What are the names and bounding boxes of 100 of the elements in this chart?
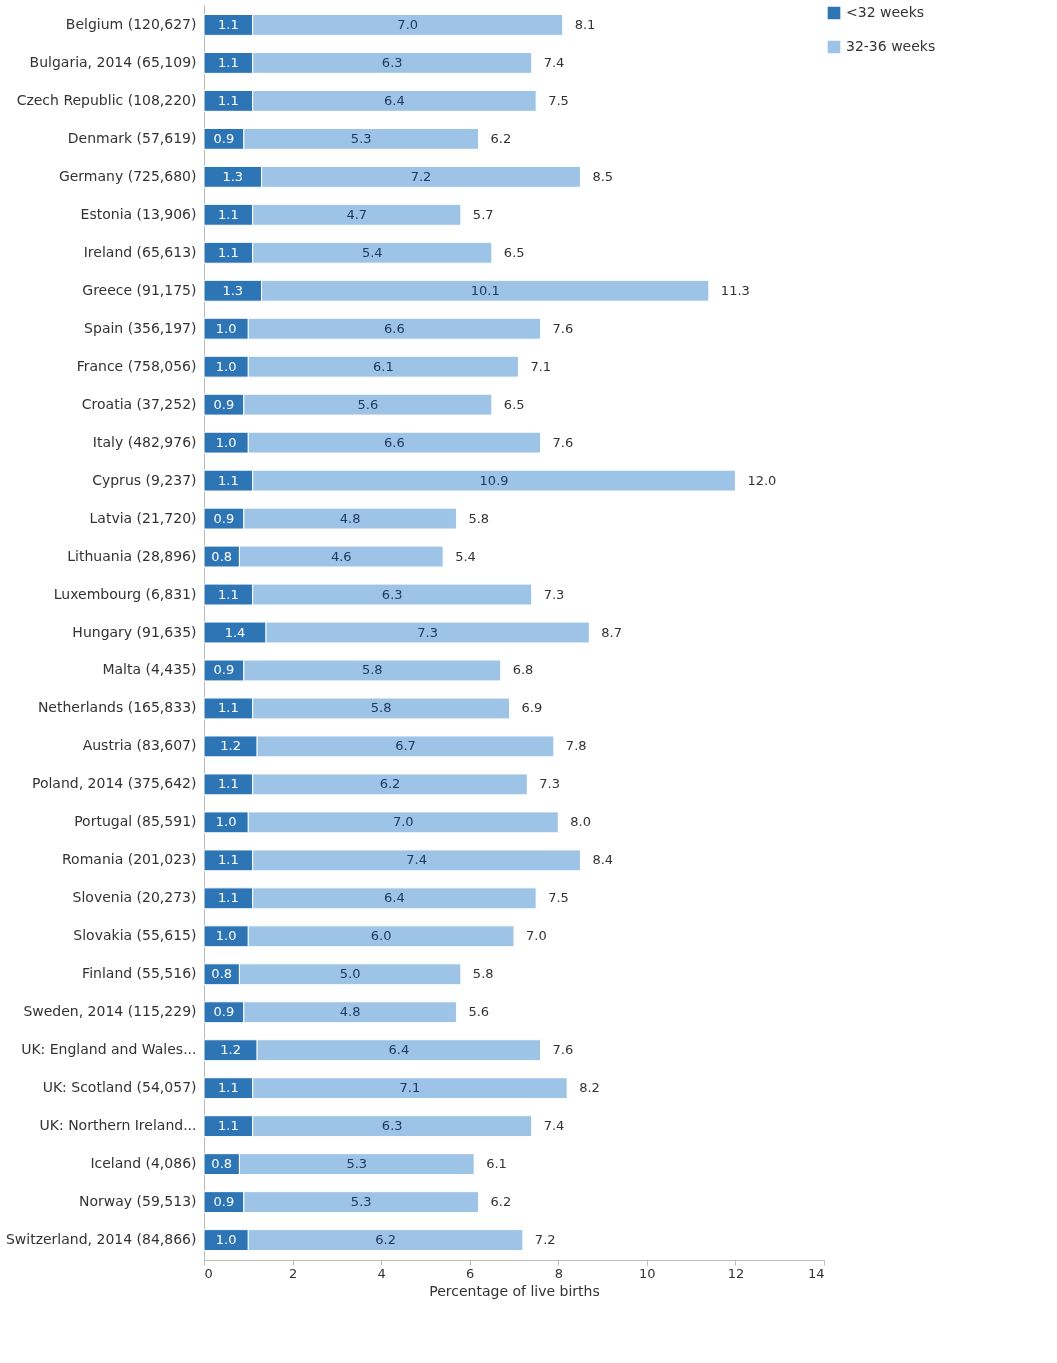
data-label: 1.0 bbox=[215, 320, 237, 336]
data-label: 4.8 bbox=[339, 510, 361, 526]
total-label: 7.3 bbox=[543, 586, 565, 602]
y-tick-label: Austria (83,607) bbox=[82, 737, 197, 754]
data-label: 6.4 bbox=[384, 92, 405, 108]
total-label: 6.8 bbox=[512, 662, 534, 678]
data-label: 7.0 bbox=[392, 814, 414, 830]
data-label: 6.1 bbox=[373, 358, 394, 374]
total-label: 7.5 bbox=[548, 92, 569, 108]
y-tick-label: Netherlands (165,833) bbox=[37, 699, 197, 716]
total-label: 7.2 bbox=[534, 1232, 556, 1248]
legend-label: 32-36 weeks bbox=[846, 38, 936, 54]
x-tick-label: 12 bbox=[727, 1265, 745, 1281]
total-label: 6.5 bbox=[503, 396, 525, 412]
data-label: 1.1 bbox=[218, 586, 239, 602]
y-tick-label: Switzerland, 2014 (84,866) bbox=[5, 1231, 197, 1248]
y-tick-label: Estonia (13,906) bbox=[80, 205, 197, 222]
y-tick-label: Italy (482,976) bbox=[92, 433, 197, 450]
data-label: 0.9 bbox=[213, 130, 235, 146]
data-label: 1.0 bbox=[215, 1232, 237, 1248]
data-label: 1.1 bbox=[218, 890, 239, 906]
y-tick-label: UK: Northern Ireland... bbox=[39, 1117, 197, 1134]
data-label: 1.1 bbox=[218, 1118, 239, 1134]
total-label: 7.3 bbox=[539, 776, 560, 792]
data-label: 1.2 bbox=[220, 1042, 241, 1058]
data-label: 5.8 bbox=[361, 662, 383, 678]
data-label: 5.0 bbox=[339, 966, 361, 982]
total-label: 5.8 bbox=[468, 510, 490, 526]
data-label: 7.2 bbox=[410, 168, 432, 184]
total-label: 8.4 bbox=[592, 852, 614, 868]
data-label: 4.7 bbox=[346, 206, 368, 222]
total-label: 7.5 bbox=[548, 890, 569, 906]
y-tick-label: Portugal (85,591) bbox=[74, 813, 197, 830]
data-label: 1.1 bbox=[218, 776, 239, 792]
y-tick-label: Latvia (21,720) bbox=[89, 509, 197, 526]
total-label: 8.7 bbox=[601, 624, 622, 640]
y-tick-label: UK: Scotland (54,057) bbox=[42, 1079, 197, 1096]
y-tick-label: Finland (55,516) bbox=[82, 965, 197, 982]
total-label: 7.6 bbox=[552, 434, 574, 450]
total-label: 5.4 bbox=[455, 548, 476, 564]
y-tick-label: Belgium (120,627) bbox=[65, 15, 197, 32]
data-label: 1.3 bbox=[222, 282, 244, 298]
data-label: 1.2 bbox=[220, 738, 241, 754]
total-label: 8.1 bbox=[574, 16, 596, 32]
total-label: 5.8 bbox=[472, 966, 494, 982]
data-label: 10.9 bbox=[479, 472, 509, 488]
x-tick-label: 2 bbox=[288, 1265, 298, 1281]
data-label: 5.3 bbox=[350, 1194, 372, 1210]
y-tick-label: Poland, 2014 (375,642) bbox=[31, 775, 197, 792]
y-tick-label: Greece (91,175) bbox=[82, 281, 197, 298]
x-tick-label: 0 bbox=[204, 1265, 213, 1281]
total-label: 12.0 bbox=[747, 472, 777, 488]
data-label: 5.4 bbox=[361, 244, 383, 260]
y-tick-label: Spain (356,197) bbox=[84, 319, 197, 336]
y-tick-label: Ireland (65,613) bbox=[83, 243, 197, 260]
y-tick-label: UK: England and Wales... bbox=[21, 1041, 197, 1058]
total-label: 6.1 bbox=[486, 1156, 507, 1172]
total-label: 7.4 bbox=[543, 1118, 565, 1134]
y-tick-label: Lithuania (28,896) bbox=[67, 547, 197, 564]
y-tick-label: Norway (59,513) bbox=[79, 1193, 197, 1210]
data-label: 1.0 bbox=[215, 928, 237, 944]
total-label: 7.1 bbox=[530, 358, 552, 374]
data-label: 6.4 bbox=[384, 890, 405, 906]
x-axis-title: Percentage of live births bbox=[429, 1282, 600, 1299]
data-label: 1.1 bbox=[218, 54, 239, 70]
total-label: 7.6 bbox=[552, 320, 574, 336]
y-tick-label: Czech Republic (108,220) bbox=[16, 91, 197, 108]
data-label: 0.9 bbox=[213, 1004, 235, 1020]
data-label: 1.1 bbox=[218, 852, 239, 868]
total-label: 5.6 bbox=[468, 1004, 490, 1020]
y-tick-label: Cyprus (9,237) bbox=[92, 471, 197, 488]
data-label: 6.0 bbox=[370, 928, 392, 944]
total-label: 6.2 bbox=[490, 1194, 512, 1210]
data-label: 1.1 bbox=[218, 1080, 239, 1096]
data-label: 6.7 bbox=[395, 738, 416, 754]
x-tick-label: 4 bbox=[377, 1265, 386, 1281]
data-label: 6.4 bbox=[388, 1042, 410, 1058]
data-label: 1.1 bbox=[218, 244, 239, 260]
data-label: 1.1 bbox=[218, 92, 239, 108]
y-tick-label: Germany (725,680) bbox=[58, 167, 197, 184]
data-label: 0.9 bbox=[213, 1194, 235, 1210]
data-label: 0.8 bbox=[211, 966, 233, 982]
total-label: 7.0 bbox=[526, 928, 547, 944]
y-tick-label: Slovenia (20,273) bbox=[72, 889, 197, 906]
total-label: 6.9 bbox=[521, 700, 543, 716]
x-tick-label: 6 bbox=[466, 1265, 475, 1281]
data-label: 1.0 bbox=[215, 358, 237, 374]
total-label: 8.0 bbox=[570, 814, 591, 830]
y-tick-label: France (758,056) bbox=[76, 357, 197, 374]
data-label: 6.6 bbox=[384, 434, 405, 450]
y-tick-label: Luxembourg (6,831) bbox=[53, 585, 197, 602]
data-label: 5.3 bbox=[350, 130, 372, 146]
data-label: 7.1 bbox=[399, 1080, 421, 1096]
data-label: 6.2 bbox=[379, 776, 401, 792]
total-label: 5.7 bbox=[472, 206, 494, 222]
data-label: 10.1 bbox=[470, 282, 500, 298]
x-tick-label: 10 bbox=[639, 1265, 656, 1281]
total-label: 7.8 bbox=[565, 738, 587, 754]
data-label: 0.9 bbox=[213, 396, 235, 412]
data-label: 1.1 bbox=[218, 206, 239, 222]
